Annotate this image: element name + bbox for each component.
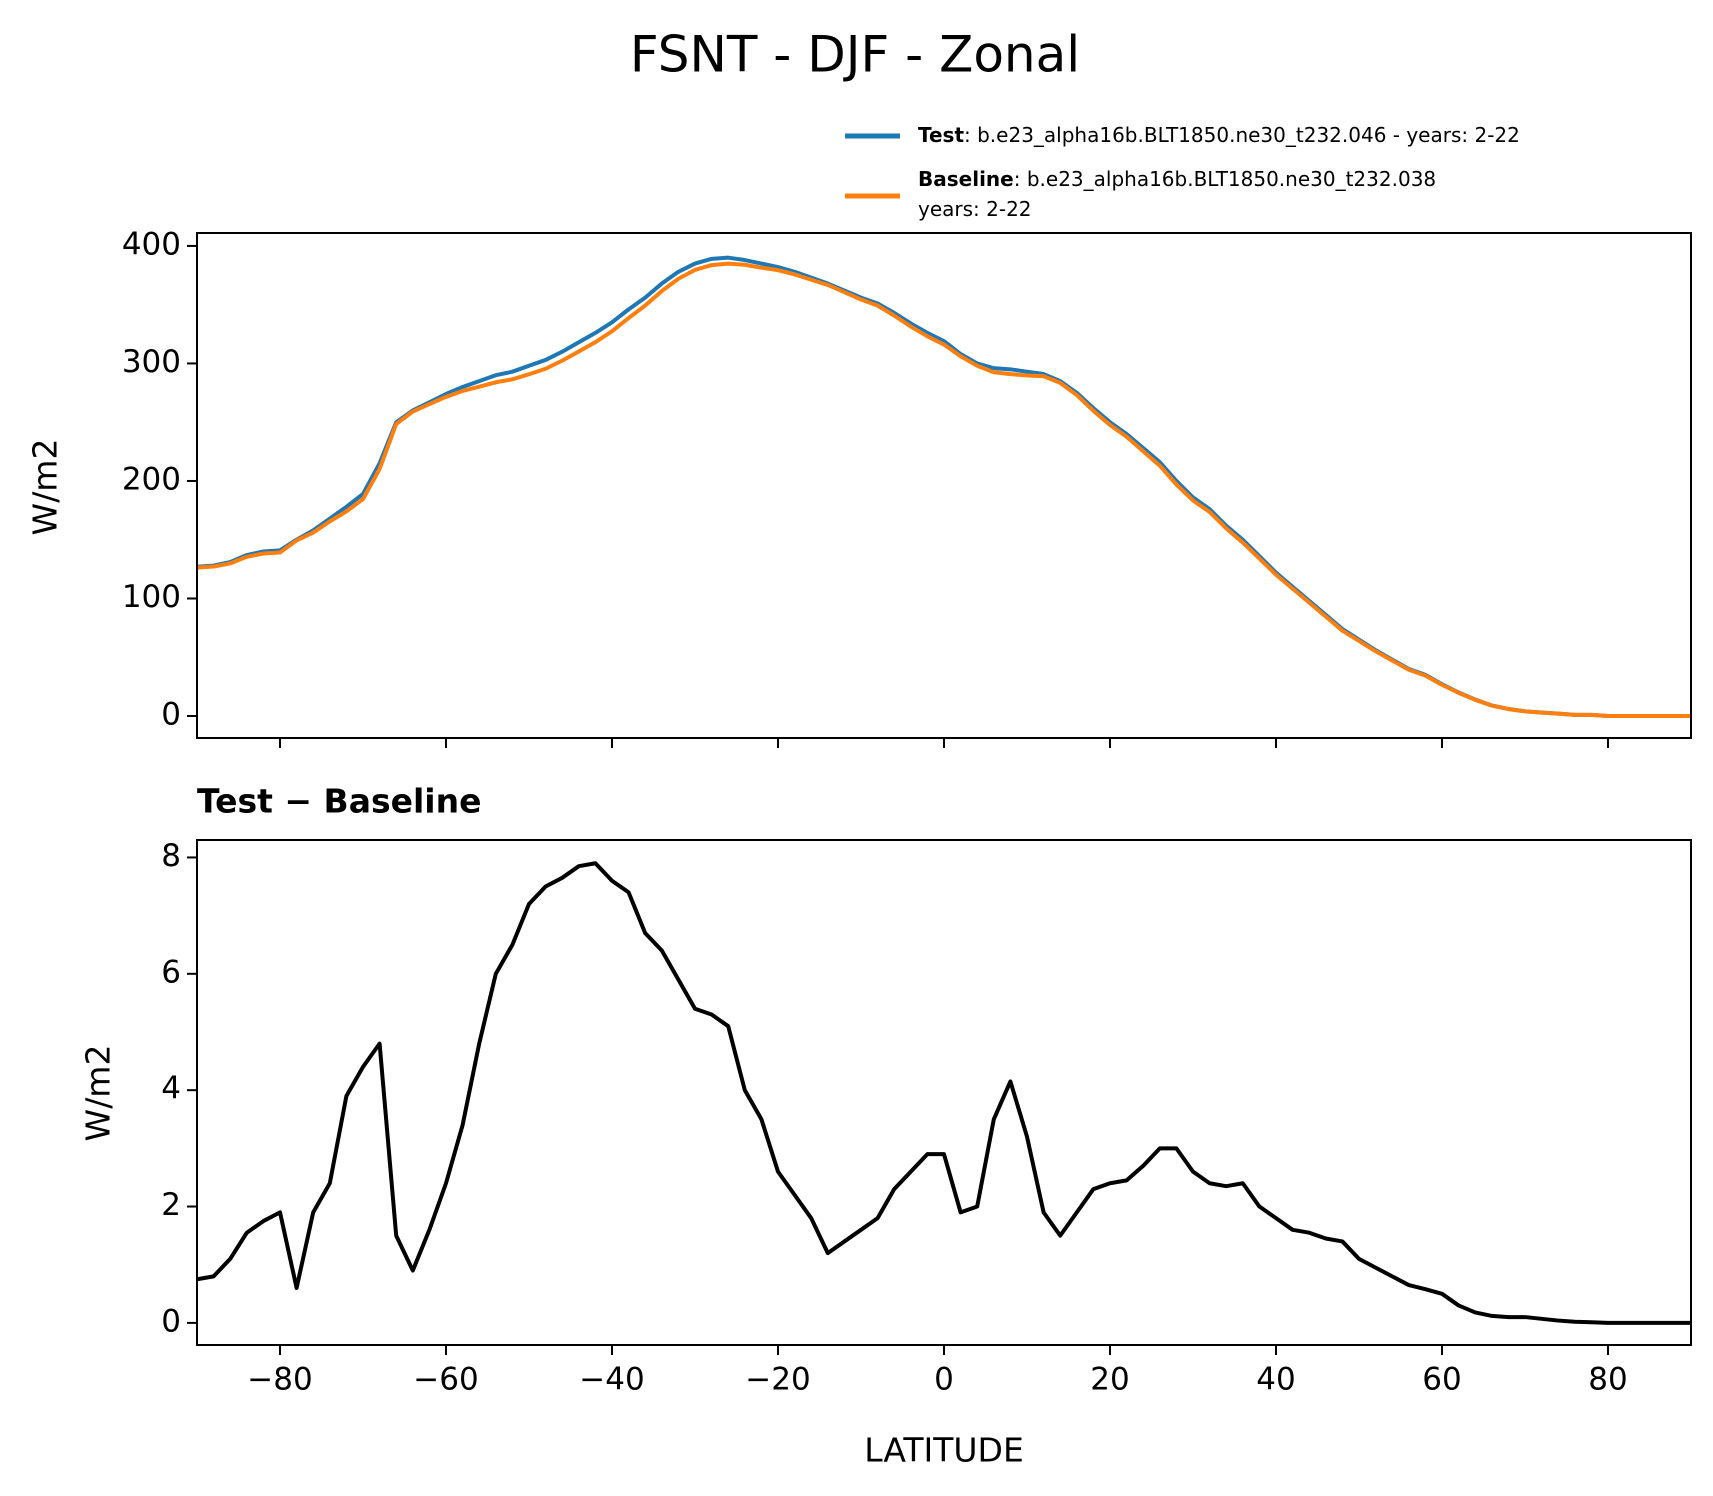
legend-label: Test: b.e23_alpha16b.BLT1850.ne30_t232.0… — [918, 123, 1520, 147]
y-tick-label: 2 — [161, 1187, 181, 1223]
y-tick-label: 6 — [161, 954, 181, 990]
y-tick-label: 0 — [161, 697, 181, 733]
legend-name: Test — [918, 123, 964, 147]
y-tick-label: 300 — [122, 344, 181, 380]
subplot-title: Test − Baseline — [197, 782, 482, 821]
x-tick-label: 60 — [1422, 1362, 1461, 1398]
legend-label: Baseline: b.e23_alpha16b.BLT1850.ne30_t2… — [918, 167, 1436, 191]
y-tick-label: 0 — [161, 1303, 181, 1339]
data-line — [197, 861, 1691, 1325]
x-tick-label: 80 — [1588, 1362, 1627, 1398]
y-axis-label: W/m2 — [79, 1045, 118, 1142]
chart-title: FSNT - DJF - Zonal — [630, 26, 1080, 84]
data-line — [197, 255, 1691, 719]
legend-label: years: 2-22 — [918, 197, 1032, 221]
y-tick-label: 400 — [122, 226, 181, 262]
x-tick-label: −20 — [745, 1362, 810, 1398]
x-tick-label: −60 — [413, 1362, 478, 1398]
x-tick-label: −40 — [579, 1362, 644, 1398]
y-tick-label: 100 — [122, 579, 181, 615]
x-axis-label: LATITUDE — [864, 1431, 1024, 1470]
y-tick-label: 8 — [161, 838, 181, 874]
y-axis-label: W/m2 — [26, 439, 65, 536]
legend-name: Baseline — [918, 167, 1014, 191]
x-tick-label: 0 — [934, 1362, 954, 1398]
data-line — [197, 261, 1691, 719]
legend-description: : b.e23_alpha16b.BLT1850.ne30_t232.046 -… — [964, 123, 1520, 147]
y-tick-label: 4 — [161, 1071, 181, 1107]
y-tick-label: 200 — [122, 461, 181, 497]
axes-frame — [196, 839, 1692, 1346]
axes-frame — [196, 232, 1692, 739]
legend-description: years: 2-22 — [918, 197, 1032, 221]
x-tick-label: 20 — [1090, 1362, 1129, 1398]
legend-description: : b.e23_alpha16b.BLT1850.ne30_t232.038 — [1014, 167, 1436, 191]
x-tick-label: 40 — [1256, 1362, 1295, 1398]
x-tick-label: −80 — [247, 1362, 312, 1398]
